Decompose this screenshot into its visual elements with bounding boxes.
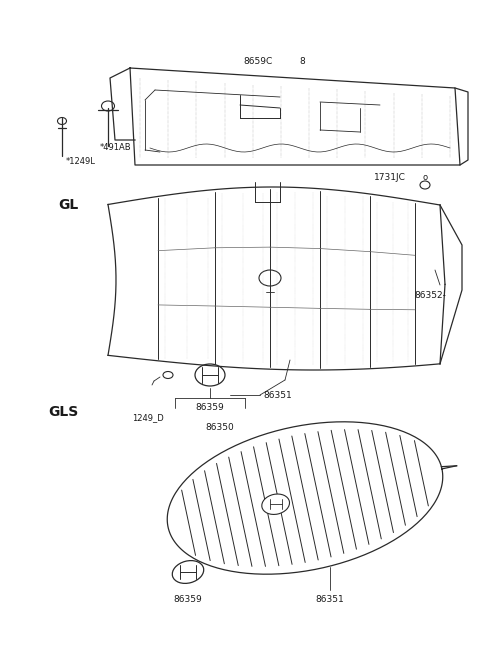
Text: o: o xyxy=(422,173,428,183)
Text: 86351: 86351 xyxy=(264,390,292,399)
Text: 86351: 86351 xyxy=(316,595,344,604)
Ellipse shape xyxy=(172,560,204,583)
Text: GL: GL xyxy=(58,198,78,212)
Text: 8659C: 8659C xyxy=(243,58,273,66)
Text: 86350: 86350 xyxy=(205,424,234,432)
Text: 8: 8 xyxy=(299,58,305,66)
Text: *1249L: *1249L xyxy=(66,158,96,166)
Text: 1249_D: 1249_D xyxy=(132,413,164,422)
Text: *491AB: *491AB xyxy=(100,143,132,152)
Text: 86352-: 86352- xyxy=(414,290,446,300)
Text: GLS: GLS xyxy=(48,405,78,419)
Ellipse shape xyxy=(262,494,289,514)
Text: 1731JC: 1731JC xyxy=(374,173,406,183)
Text: 86359: 86359 xyxy=(174,595,203,604)
Text: 86359: 86359 xyxy=(196,403,224,411)
